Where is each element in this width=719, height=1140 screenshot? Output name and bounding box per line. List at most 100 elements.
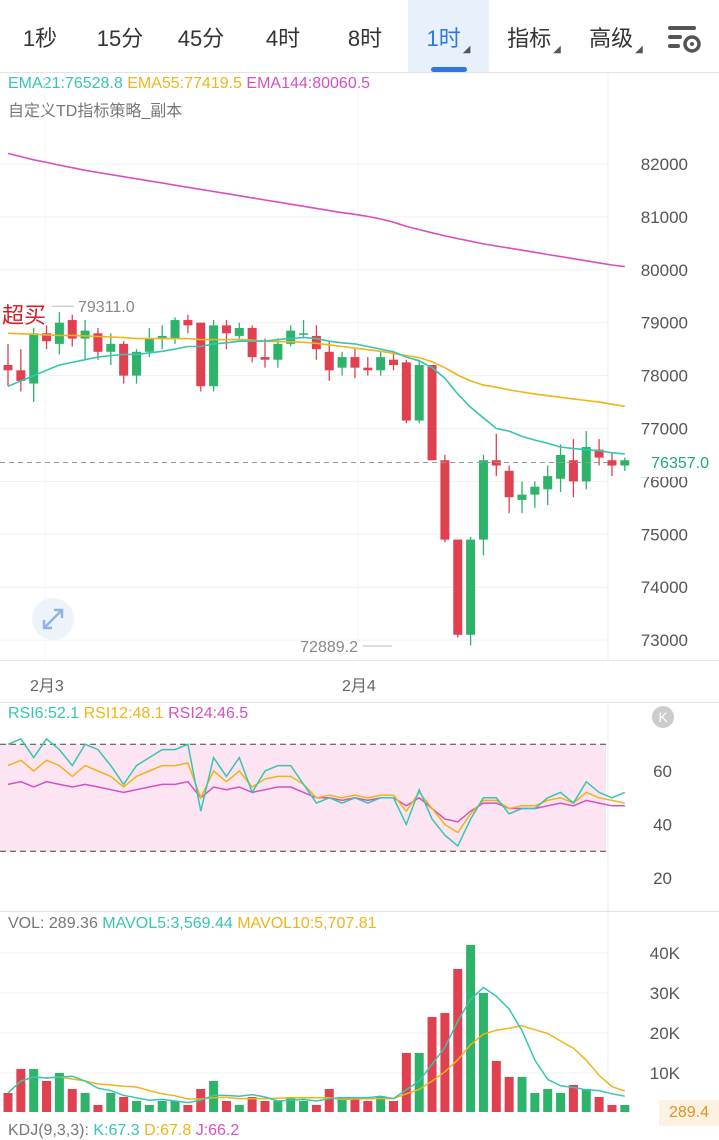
volume-bar xyxy=(16,1069,26,1112)
divider xyxy=(0,702,719,703)
volume-legend: VOL: 289.36 MAVOL5:3,569.44 MAVOL10:5,70… xyxy=(8,915,377,933)
high-price-label: 79311.0 xyxy=(78,299,135,316)
y-tick-label: 80000 xyxy=(641,261,688,280)
tab-label: 高级 xyxy=(589,26,634,51)
y-tick-label: 74000 xyxy=(641,578,688,597)
kdj-legend: KDJ(9,3,3): K:67.3 D:67.8 J:66.2 xyxy=(8,1122,239,1140)
rsi-chart: 60 40 20 xyxy=(0,703,672,911)
volume-bar xyxy=(350,1097,360,1112)
ema144-line xyxy=(7,152,625,268)
candle-body xyxy=(594,449,604,458)
divider xyxy=(0,72,719,73)
volume-bar xyxy=(157,1101,167,1112)
volume-bar xyxy=(29,1069,39,1112)
candle-body xyxy=(607,460,617,466)
candle-body xyxy=(16,370,26,381)
volume-bar xyxy=(376,1097,386,1112)
volume-bar xyxy=(620,1105,630,1112)
candle-body xyxy=(530,486,540,495)
candle-body xyxy=(414,365,424,421)
volume-bar xyxy=(504,1077,514,1112)
volume-bar xyxy=(260,1101,270,1112)
volume-bar xyxy=(234,1105,244,1112)
rsi12-line xyxy=(7,759,625,834)
y-tick-label: 81000 xyxy=(641,208,688,227)
kdj-j-value: J:66.2 xyxy=(195,1122,240,1139)
vol-y-tick-label: 40K xyxy=(650,944,681,963)
candle-body xyxy=(389,359,398,366)
rsi-legend: RSI6:52.1 RSI12:48.1 RSI24:46.5 xyxy=(8,705,248,723)
ema144-value: EMA144:80060.5 xyxy=(246,75,371,92)
candlestick-chart[interactable]: 82000 81000 80000 79000 78000 77000 76000 75000… xyxy=(0,72,719,670)
tab-label: 45分 xyxy=(177,26,225,51)
candle-body xyxy=(324,351,334,371)
vol-y-tick-label: 20K xyxy=(650,1024,681,1043)
volume-bar xyxy=(543,1089,553,1112)
expand-icon[interactable] xyxy=(32,598,74,640)
tab-1s[interactable]: 1秒 xyxy=(0,0,80,72)
candle-body xyxy=(299,333,309,335)
candle-body xyxy=(234,327,244,336)
volume-bar xyxy=(42,1081,52,1112)
mavol10-value: MAVOL10:5,707.81 xyxy=(237,915,377,932)
tab-15m[interactable]: 15分 xyxy=(80,0,160,72)
volume-bar xyxy=(581,1089,591,1112)
mavol10-line xyxy=(7,1025,626,1101)
volume-chart: 40K 30K 20K 10K xyxy=(0,912,681,1112)
y-tick-label: 79000 xyxy=(641,314,688,333)
chart-settings-icon[interactable] xyxy=(664,20,704,56)
volume-bar xyxy=(299,1101,309,1112)
volume-bar xyxy=(478,993,488,1112)
volume-bar xyxy=(466,945,476,1112)
rsi6-value: RSI6:52.1 xyxy=(8,705,80,722)
volume-bar xyxy=(286,1097,296,1112)
tab-4h[interactable]: 4时 xyxy=(242,0,324,72)
volume-bar xyxy=(363,1101,373,1112)
candle-body xyxy=(144,338,154,352)
volume-bar xyxy=(530,1093,540,1112)
candle-body xyxy=(427,365,437,461)
volume-bar xyxy=(209,1081,219,1112)
candle-body xyxy=(556,454,566,479)
y-tick-label: 75000 xyxy=(641,525,688,544)
candle-body xyxy=(286,330,296,344)
close-icon[interactable]: K xyxy=(652,706,674,728)
volume-bar xyxy=(414,1053,424,1112)
volume-bar xyxy=(568,1085,578,1112)
kdj-k-value: K:67.3 xyxy=(93,1122,140,1139)
candle-body xyxy=(106,343,116,352)
candle-body xyxy=(504,470,514,498)
tab-advanced[interactable]: 高级 ◢ xyxy=(576,0,656,72)
volume-bar xyxy=(453,969,463,1112)
tab-45m[interactable]: 45分 xyxy=(160,0,242,72)
volume-bar xyxy=(607,1105,617,1112)
volume-bar xyxy=(170,1101,180,1112)
tab-8h[interactable]: 8时 xyxy=(324,0,406,72)
volume-bar xyxy=(144,1105,154,1112)
candle-body xyxy=(157,335,167,339)
tab-1h[interactable]: 1时 ◢ xyxy=(408,0,489,72)
candle-body xyxy=(221,325,231,334)
candle-body xyxy=(260,357,270,360)
candle-body xyxy=(337,357,347,368)
dropdown-triangle-icon: ◢ xyxy=(635,44,643,55)
volume-bar xyxy=(311,1105,321,1112)
tab-indicators[interactable]: 指标 ◢ xyxy=(494,0,574,72)
volume-bar xyxy=(273,1101,283,1112)
candle-body xyxy=(183,320,193,326)
ema21-value: EMA21:76528.8 xyxy=(8,75,123,92)
candle-body xyxy=(401,362,411,421)
tab-label: 15分 xyxy=(96,26,144,51)
volume-value: VOL: 289.36 xyxy=(8,915,98,932)
candle-body xyxy=(93,333,103,352)
mavol5-value: MAVOL5:3,569.44 xyxy=(102,915,233,932)
volume-bar xyxy=(491,1061,501,1112)
candle-body xyxy=(42,333,52,342)
rsi12-value: RSI12:48.1 xyxy=(83,705,164,722)
candle-body xyxy=(440,460,450,540)
candle-body xyxy=(80,330,90,339)
dropdown-triangle-icon: ◢ xyxy=(462,44,471,55)
candle-body xyxy=(67,320,77,339)
active-tab-indicator xyxy=(430,67,467,72)
volume-bar xyxy=(54,1073,64,1112)
